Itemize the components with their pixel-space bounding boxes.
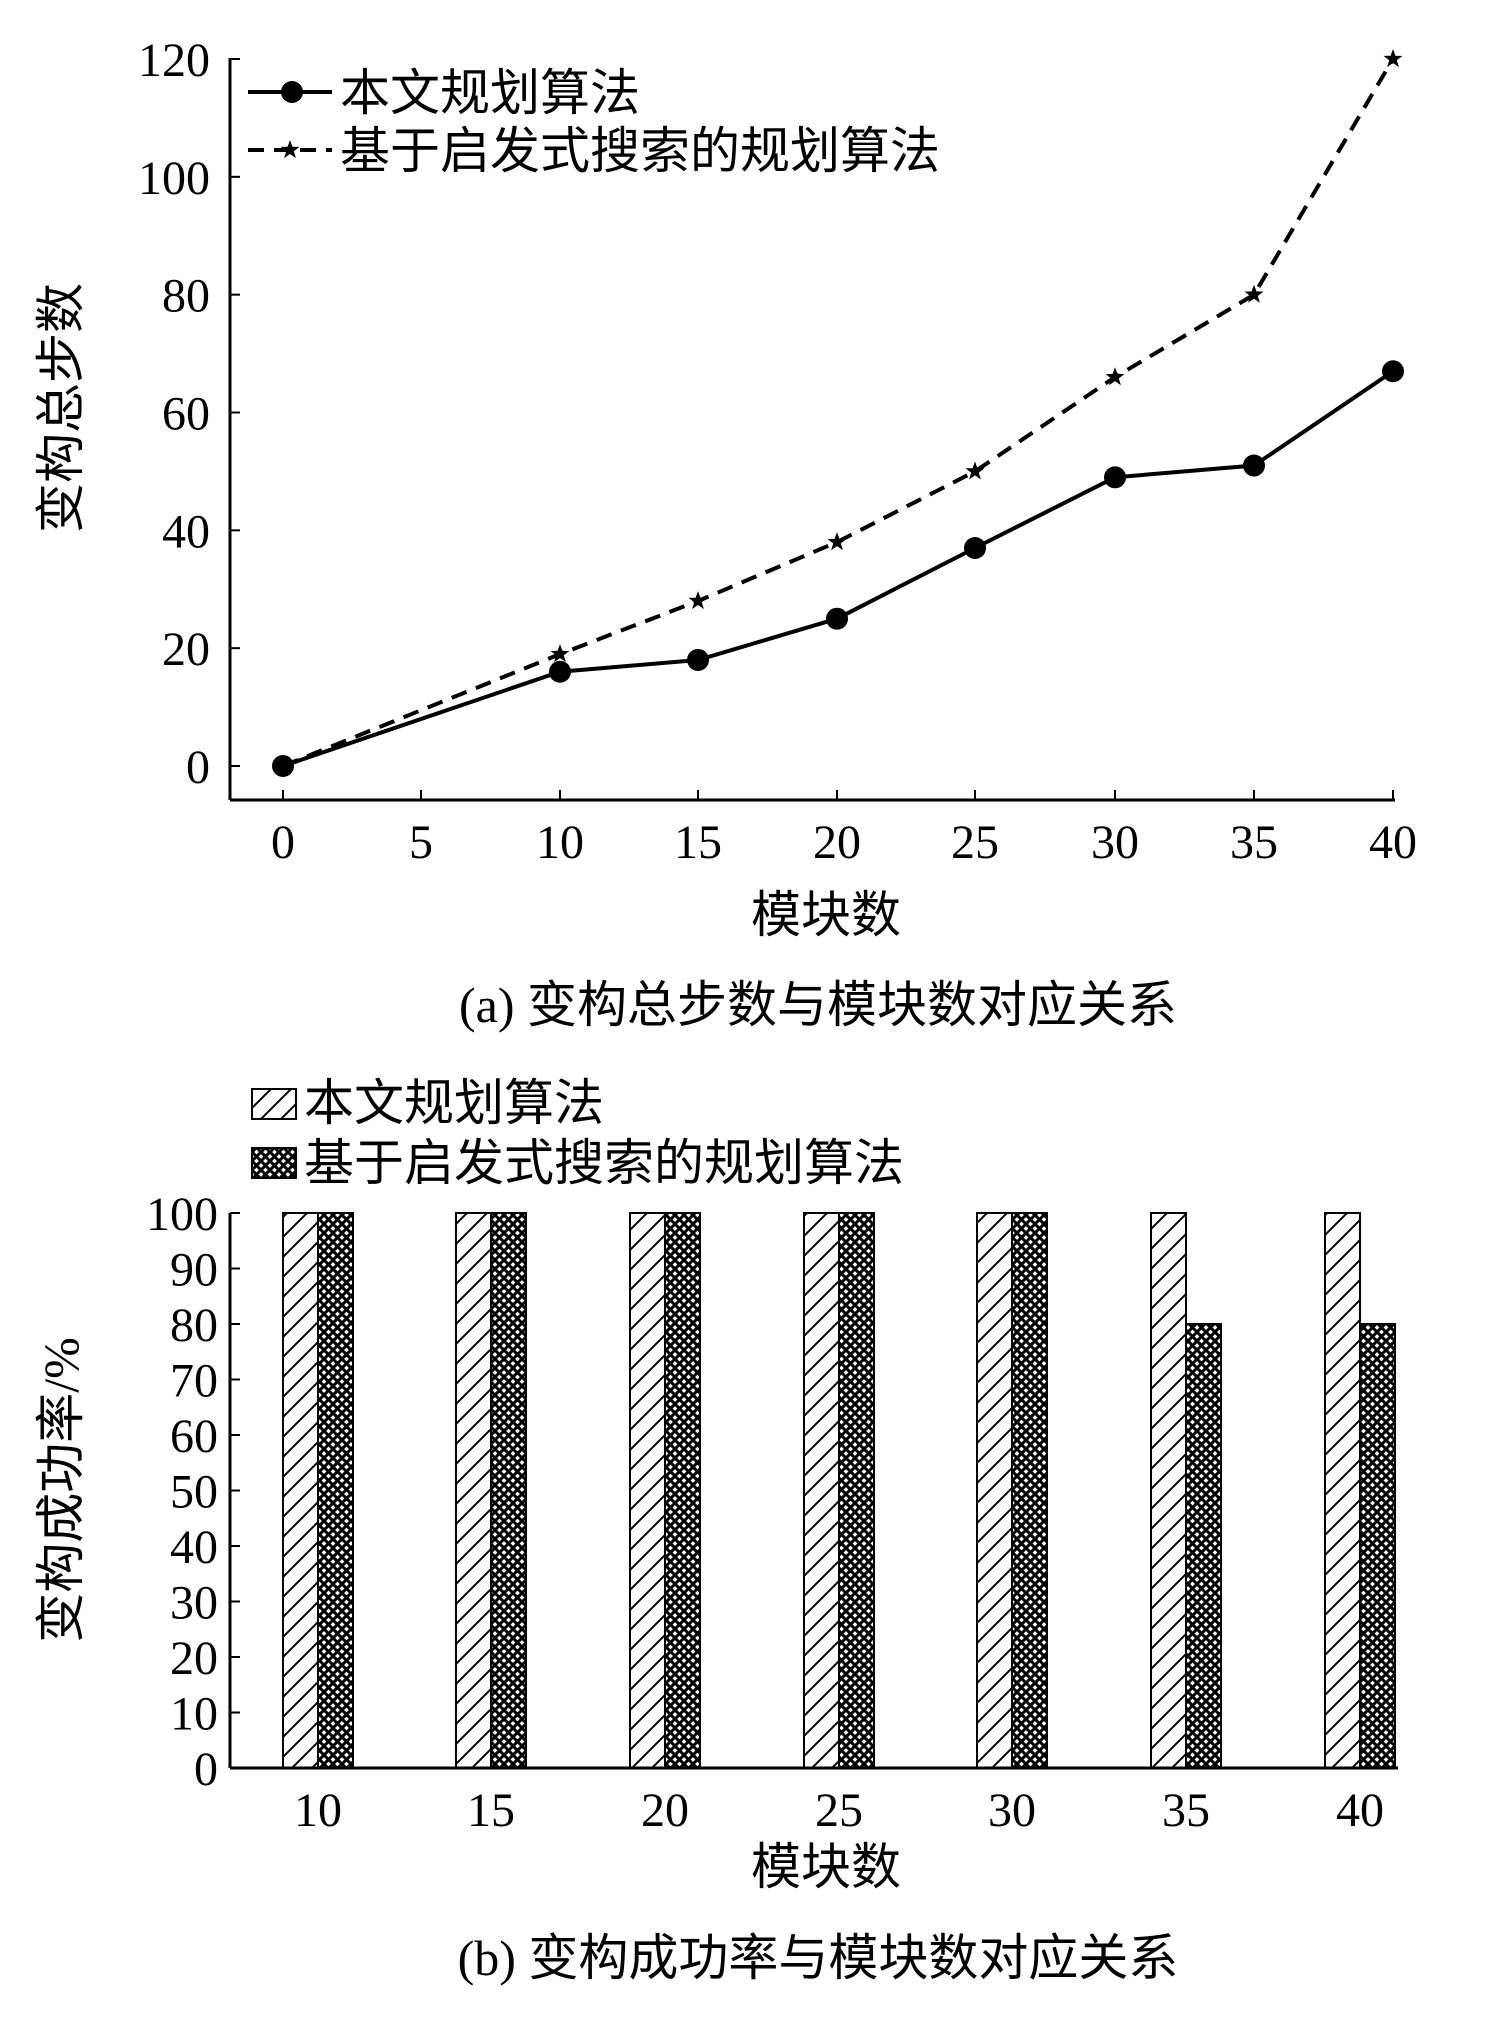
legend-swatch-series-2 [251, 1147, 297, 1179]
bar-series-1 [282, 1212, 319, 1769]
x-tick-label: 25 [951, 816, 999, 869]
bar-series-1 [976, 1212, 1013, 1769]
y-tick-label: 60 [162, 388, 210, 441]
y-tick-label: 100 [138, 152, 210, 205]
x-tick-label: 40 [1336, 1784, 1384, 1837]
series-line-2 [282, 57, 1395, 768]
data-point-series-1 [1104, 466, 1126, 489]
bar-series-1 [629, 1212, 666, 1769]
data-point-series-1 [1243, 454, 1265, 477]
y-tick-label: 10 [170, 1688, 218, 1741]
bar-series-1 [803, 1212, 840, 1769]
chart-caption: (b) 变构成功率与模块数对应关系 [458, 1930, 1179, 1986]
data-point-series-2 [1105, 367, 1125, 386]
bar-chart: 本文规划算法 基于启发式搜索的规划算法 01020304050607080901… [33, 1075, 1398, 1986]
bar-series-1 [1324, 1212, 1361, 1769]
bar-series-2 [490, 1212, 527, 1769]
data-point-series-1 [964, 537, 986, 560]
y-axis-title: 变构总步数 [33, 283, 89, 533]
y-tick-label: 80 [170, 1299, 218, 1352]
y-tick-label: 90 [170, 1244, 218, 1297]
x-tick-label: 40 [1369, 816, 1417, 869]
x-tick-label: 20 [813, 816, 861, 869]
data-point-series-2 [1383, 49, 1403, 68]
x-axis-title: 模块数 [751, 887, 901, 943]
bar-series-2 [664, 1212, 701, 1769]
y-axis-title: 变构成功率/% [33, 1337, 89, 1643]
y-tick-label: 20 [162, 623, 210, 676]
x-tick-label: 15 [467, 1784, 515, 1837]
x-tick-label: 30 [988, 1784, 1036, 1837]
axes [228, 1213, 1398, 1770]
data-point-series-2 [827, 532, 847, 551]
line-chart: 0 20 40 60 80 100 120 0 5 10 15 20 25 30 35 40 本文规划算法 … [33, 34, 1417, 1033]
y-tick-label: 40 [170, 1521, 218, 1574]
x-tick-label: 10 [536, 816, 584, 869]
series-markers [272, 49, 1404, 777]
legend-marker-series-1 [281, 81, 303, 103]
legend-marker-series-2 [280, 140, 300, 159]
x-tick-label: 30 [1091, 816, 1139, 869]
chart-caption: (a) 变构总步数与模块数对应关系 [459, 977, 1177, 1033]
x-tick-label: 35 [1162, 1784, 1210, 1837]
y-tick-label: 120 [138, 34, 210, 87]
series-lines [282, 57, 1395, 768]
y-tick-label: 40 [162, 505, 210, 558]
bar-series-2 [317, 1212, 354, 1769]
x-tick-label: 25 [815, 1784, 863, 1837]
data-point-series-2 [965, 461, 985, 480]
data-point-series-1 [1382, 360, 1404, 383]
legend-label-series-2: 基于启发式搜索的规划算法 [304, 1135, 904, 1191]
x-tick-label: 20 [641, 1784, 689, 1837]
x-tick-label: 15 [674, 816, 722, 869]
legend: 本文规划算法 基于启发式搜索的规划算法 [251, 1075, 904, 1191]
bars [282, 1212, 1396, 1769]
y-tick-label: 80 [162, 270, 210, 323]
x-tick-label: 0 [271, 816, 295, 869]
y-tick-label: 30 [170, 1577, 218, 1630]
y-tick-label: 0 [194, 1743, 218, 1796]
bar-series-2 [1359, 1323, 1396, 1769]
data-point-series-2 [273, 756, 293, 775]
data-point-series-2 [550, 644, 570, 663]
y-tick-label: 50 [170, 1466, 218, 1519]
data-point-series-1 [549, 660, 571, 683]
x-tick-label: 10 [294, 1784, 342, 1837]
y-tick-label: 0 [186, 741, 210, 794]
y-tick-label: 100 [146, 1188, 218, 1241]
legend-label-series-1: 本文规划算法 [304, 1075, 604, 1131]
axes [228, 58, 1395, 802]
y-axis-ticks: 0 20 40 60 80 100 120 [138, 34, 240, 794]
x-tick-label: 5 [409, 816, 433, 869]
legend: 本文规划算法 基于启发式搜索的规划算法 [248, 65, 940, 179]
x-tick-label: 35 [1230, 816, 1278, 869]
legend-label-series-2: 基于启发式搜索的规划算法 [340, 123, 940, 179]
data-point-series-2 [688, 591, 708, 610]
x-axis-title: 模块数 [751, 1839, 901, 1895]
legend-swatch-series-1 [251, 1088, 297, 1120]
bar-series-2 [1011, 1212, 1048, 1769]
y-tick-label: 70 [170, 1355, 218, 1408]
data-point-series-1 [687, 648, 709, 671]
y-tick-label: 20 [170, 1632, 218, 1685]
x-axis-ticks: 0 5 10 15 20 25 30 35 40 [271, 790, 1417, 869]
series-line-1 [282, 369, 1395, 768]
legend-label-series-1: 本文规划算法 [340, 65, 640, 121]
bar-series-1 [455, 1212, 492, 1769]
x-axis-ticks: 10 15 20 25 30 35 40 [294, 1784, 1384, 1837]
data-point-series-2 [1244, 284, 1264, 303]
bar-series-2 [838, 1212, 875, 1769]
data-point-series-1 [826, 607, 848, 630]
bar-series-2 [1185, 1323, 1222, 1769]
bar-series-1 [1150, 1212, 1187, 1769]
y-tick-label: 60 [170, 1410, 218, 1463]
